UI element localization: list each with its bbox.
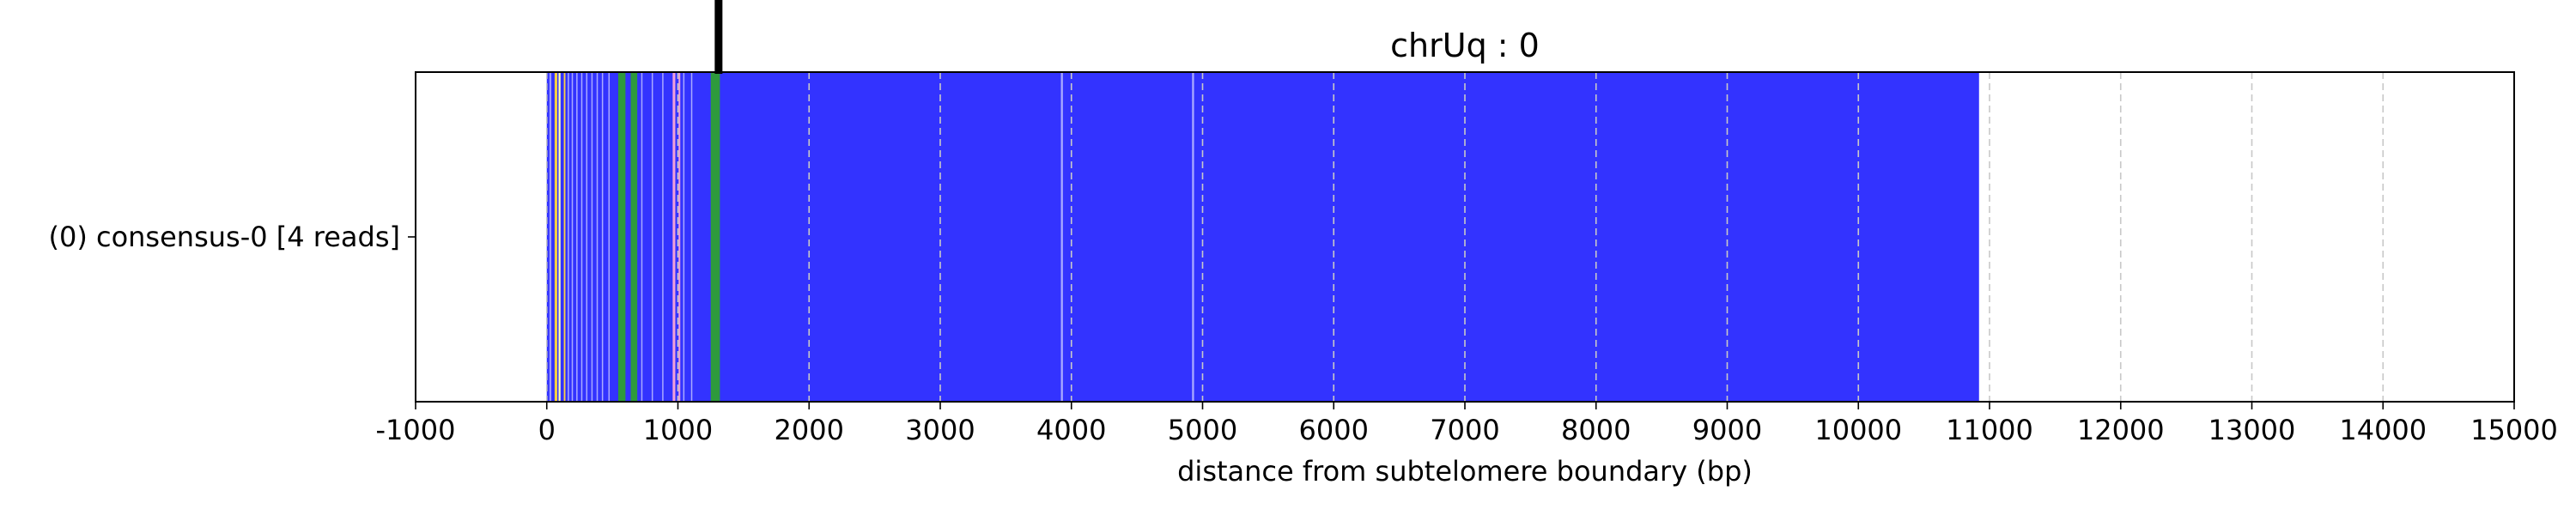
x-tick-label: 4000 <box>1036 414 1106 446</box>
bar-segment <box>690 72 693 402</box>
bar-segment <box>617 72 626 402</box>
x-tick-label: 10000 <box>1814 414 1902 446</box>
x-tick-label: 15000 <box>2470 414 2558 446</box>
bar-segment <box>630 72 638 402</box>
x-tick-label: 0 <box>538 414 556 446</box>
bar-segments <box>546 72 1979 402</box>
x-tick-label: 1000 <box>643 414 713 446</box>
y-axis-labels: (0) consensus-0 [4 reads] <box>48 221 416 253</box>
bar-segment <box>1060 72 1063 402</box>
bar-segment <box>662 72 664 402</box>
bar-segment <box>568 72 569 402</box>
bar-segment <box>710 72 720 402</box>
x-axis-label: distance from subtelomere boundary (bp) <box>1177 455 1753 488</box>
bar-segment <box>596 72 598 402</box>
x-tick-label: 11000 <box>1946 414 2033 446</box>
bar-segment <box>672 72 676 402</box>
bar-segment <box>608 72 611 402</box>
bar-segment <box>641 72 643 402</box>
bar-segment <box>580 72 583 402</box>
x-tick-label: 2000 <box>775 414 844 446</box>
bar-segment <box>586 72 588 402</box>
bar-segment <box>678 72 681 402</box>
bar-segment <box>558 72 561 402</box>
bar-segment <box>601 72 604 402</box>
x-tick-label: 14000 <box>2339 414 2427 446</box>
bar-segment <box>591 72 593 402</box>
x-tick-label: 13000 <box>2208 414 2296 446</box>
x-tick-label: 7000 <box>1430 414 1499 446</box>
x-axis-ticks: -1000 0 1000 2000 3000 4000 5000 6000 7000 8000 90… <box>376 402 2558 446</box>
bar-segment <box>576 72 578 402</box>
x-tick-label: 6000 <box>1299 414 1369 446</box>
x-tick-label: 3000 <box>905 414 975 446</box>
x-tick-label: -1000 <box>376 414 456 446</box>
bar-segment <box>683 72 685 402</box>
bar-segment <box>554 72 557 402</box>
bar-segment <box>549 72 552 402</box>
x-tick-label: 8000 <box>1561 414 1631 446</box>
bar-segment <box>1192 72 1194 402</box>
chart-title: chrUq : 0 <box>1390 27 1540 64</box>
bar-segment <box>546 72 1979 402</box>
bar-segment <box>563 72 566 402</box>
row-label: (0) consensus-0 [4 reads] <box>48 221 400 253</box>
gridlines <box>545 72 2385 402</box>
x-tick-label: 9000 <box>1692 414 1762 446</box>
bar-segment <box>571 72 574 402</box>
x-tick-label: 5000 <box>1168 414 1237 446</box>
bar-segment <box>651 72 653 402</box>
x-tick-label: 12000 <box>2077 414 2165 446</box>
